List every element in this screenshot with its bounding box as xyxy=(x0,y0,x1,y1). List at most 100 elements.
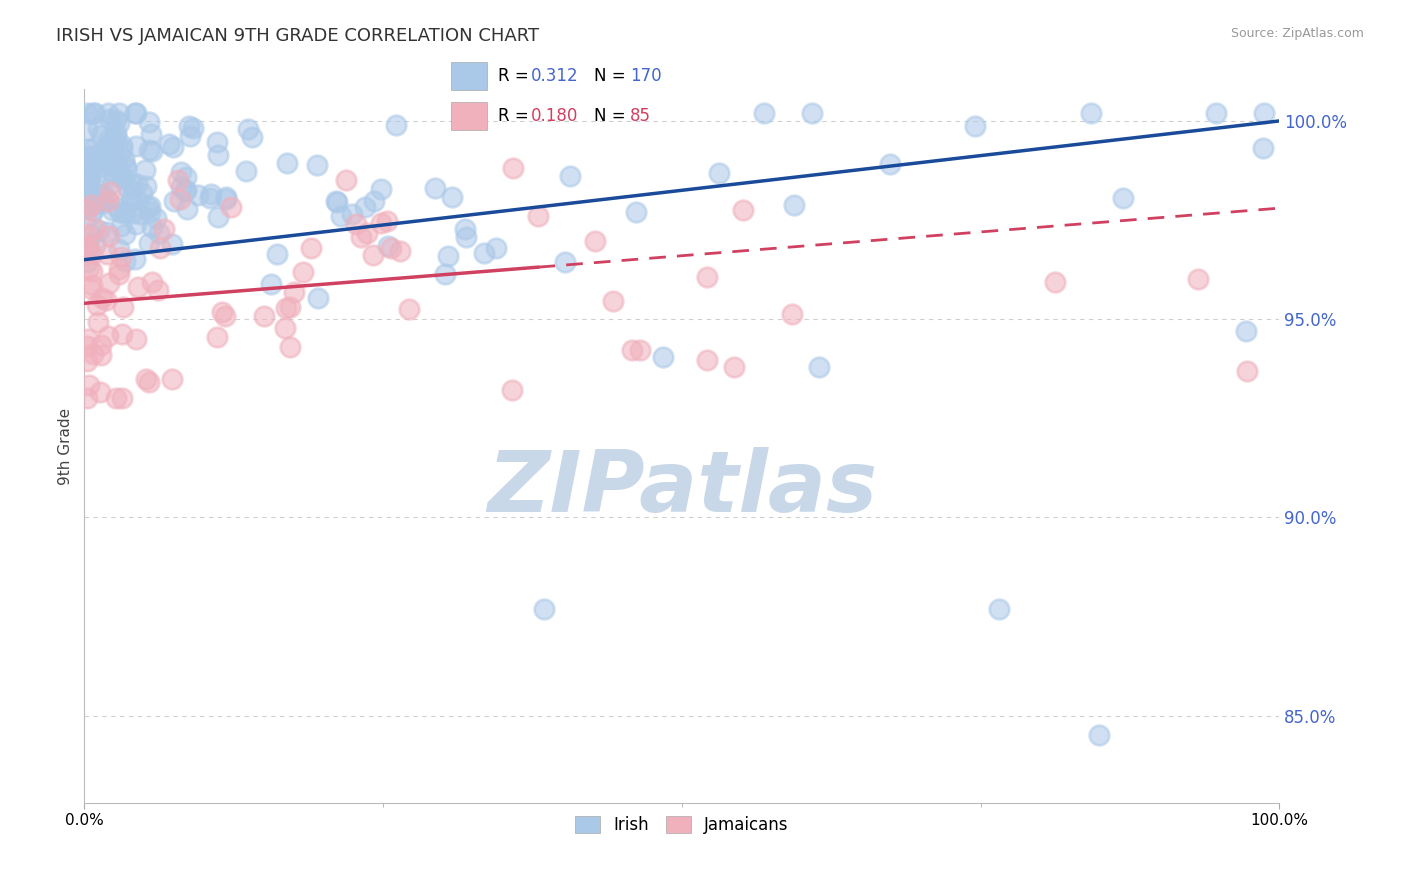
Point xyxy=(77,240,100,254)
Point xyxy=(236,121,259,136)
Point xyxy=(111,142,134,156)
Point xyxy=(97,329,120,343)
Point xyxy=(76,339,98,353)
Point xyxy=(1234,324,1257,338)
Text: Source: ZipAtlas.com: Source: ZipAtlas.com xyxy=(1230,27,1364,40)
Point xyxy=(108,205,131,219)
Point xyxy=(437,249,460,263)
Point xyxy=(76,142,98,156)
Point xyxy=(987,601,1010,615)
Legend: Irish, Jamaicans: Irish, Jamaicans xyxy=(565,806,799,845)
Point xyxy=(136,200,159,214)
Point xyxy=(91,152,114,166)
Point xyxy=(709,166,731,180)
Point xyxy=(335,173,357,187)
Point xyxy=(76,182,98,196)
Point xyxy=(207,330,229,344)
Point xyxy=(105,392,128,406)
Point xyxy=(93,196,115,211)
Point xyxy=(111,300,134,314)
Point xyxy=(278,340,301,354)
Point xyxy=(79,191,101,205)
Point xyxy=(160,372,183,386)
Point xyxy=(90,348,112,362)
Point xyxy=(260,277,283,291)
Point xyxy=(76,353,98,368)
Point xyxy=(110,251,132,265)
Point xyxy=(96,293,118,308)
Point xyxy=(124,106,146,120)
Point xyxy=(98,186,121,200)
Point xyxy=(98,277,121,291)
Point xyxy=(169,193,191,207)
Point xyxy=(97,150,120,164)
Point xyxy=(169,164,191,178)
Point xyxy=(1112,191,1135,205)
Point xyxy=(76,122,98,136)
Point xyxy=(80,247,103,261)
Point xyxy=(558,169,581,183)
Point xyxy=(375,214,398,228)
Point xyxy=(177,119,200,133)
Point xyxy=(361,248,384,262)
Point xyxy=(179,129,201,144)
Point xyxy=(103,168,125,182)
Point xyxy=(80,208,103,222)
Point xyxy=(276,301,298,316)
Point xyxy=(1236,364,1258,378)
Point xyxy=(307,291,329,305)
Point xyxy=(276,156,298,170)
Point xyxy=(1088,728,1111,742)
Point xyxy=(1253,106,1275,120)
Point xyxy=(76,202,98,216)
Point xyxy=(176,170,198,185)
Point xyxy=(163,194,186,208)
Point xyxy=(153,222,176,236)
Point xyxy=(77,178,100,193)
Point xyxy=(162,139,184,153)
Point xyxy=(554,254,576,268)
Point xyxy=(253,310,276,324)
Point xyxy=(120,194,142,208)
Point xyxy=(305,158,328,172)
Point xyxy=(100,203,122,218)
Point xyxy=(502,161,524,176)
Point xyxy=(174,183,197,197)
Point xyxy=(278,300,301,314)
Point xyxy=(97,193,120,207)
Point xyxy=(139,199,162,213)
Point xyxy=(96,247,118,261)
Point xyxy=(157,137,180,152)
Point xyxy=(274,321,297,335)
Point xyxy=(170,180,193,194)
Point xyxy=(377,239,399,253)
Point xyxy=(354,200,377,214)
Point xyxy=(342,207,364,221)
Point xyxy=(77,238,100,252)
Point xyxy=(87,315,110,329)
Point xyxy=(214,190,236,204)
Point xyxy=(80,227,103,242)
Point xyxy=(125,192,148,206)
Point xyxy=(384,118,406,132)
Point xyxy=(266,247,288,261)
Point xyxy=(108,106,131,120)
Point xyxy=(98,112,121,126)
Point xyxy=(801,106,824,120)
Point xyxy=(115,161,138,175)
Point xyxy=(139,128,162,142)
Point xyxy=(214,309,236,323)
Point xyxy=(160,237,183,252)
Y-axis label: 9th Grade: 9th Grade xyxy=(58,408,73,484)
Point xyxy=(120,190,142,204)
Point xyxy=(651,350,673,364)
Point xyxy=(200,186,222,201)
Point xyxy=(350,230,373,244)
Point xyxy=(138,375,160,389)
Point xyxy=(82,106,104,120)
Point xyxy=(141,220,163,235)
Text: 0.312: 0.312 xyxy=(531,67,579,85)
Point xyxy=(111,138,134,153)
Point xyxy=(87,182,110,196)
Point xyxy=(97,137,120,152)
